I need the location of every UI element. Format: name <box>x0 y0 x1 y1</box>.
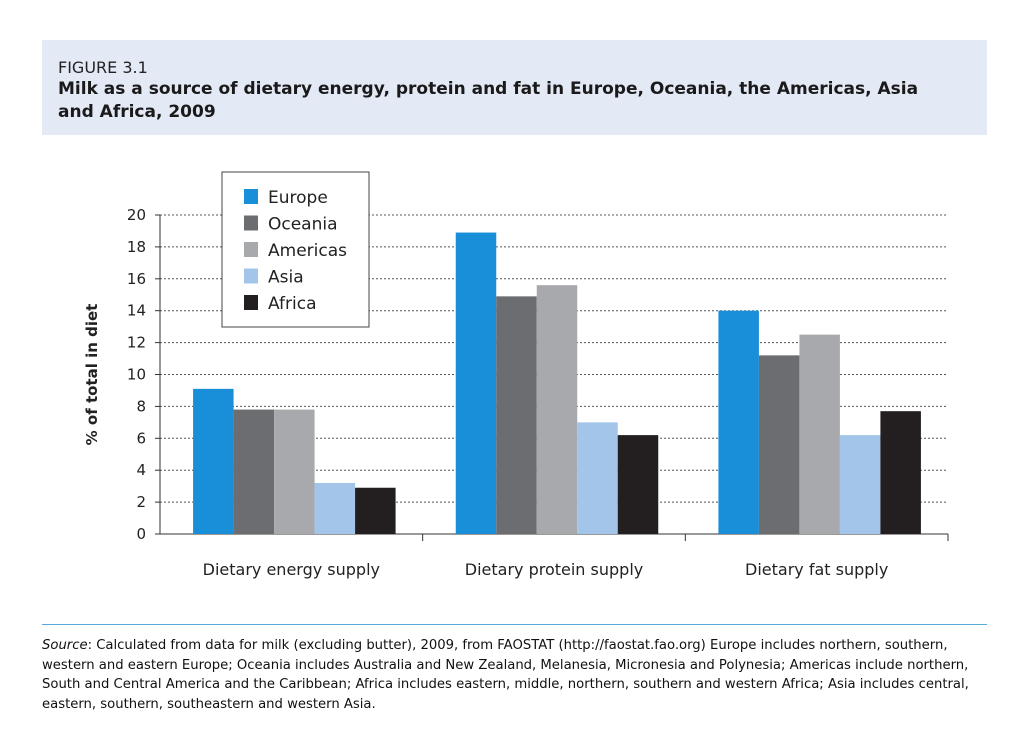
bar-chart: 0 2 4 6 8 10 12 14 16 18 20 % of total in diet Dieta… <box>83 171 949 579</box>
bar-asia <box>577 422 618 534</box>
figure-header: FIGURE 3.1 Milk as a source of dietary e… <box>42 40 987 135</box>
legend-swatch <box>244 295 258 310</box>
y-tick-label: 6 <box>136 429 146 447</box>
chart-title: Milk as a source of dietary energy, prot… <box>58 79 919 122</box>
y-tick-label: 12 <box>127 334 146 352</box>
bar-africa <box>880 411 921 534</box>
source-note: Source: Calculated from data for milk (e… <box>42 636 987 714</box>
bar-asia <box>314 482 356 534</box>
x-tick-label: Dietary fat supply <box>745 560 888 579</box>
bar-africa <box>617 435 659 534</box>
bar-europe <box>193 388 234 534</box>
y-tick-label: 4 <box>136 461 146 479</box>
bar-americas <box>536 285 578 534</box>
bar-europe <box>718 310 759 534</box>
y-tick-label: 2 <box>136 493 146 511</box>
divider <box>42 624 987 625</box>
legend-label: Americas <box>268 241 347 261</box>
y-tick-label: 10 <box>127 366 146 384</box>
source-text: : Calculated from data for milk (excludi… <box>42 638 969 712</box>
legend-label: Oceania <box>268 215 338 235</box>
bar-asia <box>839 435 881 534</box>
y-tick-label: 16 <box>127 270 146 288</box>
bar-oceania <box>233 409 275 534</box>
y-tick-label: 14 <box>127 302 146 320</box>
y-tick-label: 0 <box>136 525 146 543</box>
bar-africa <box>355 487 396 534</box>
bar-oceania <box>758 355 800 534</box>
legend-label: Africa <box>268 294 317 314</box>
bar-americas <box>274 409 315 534</box>
legend-swatch <box>244 215 258 231</box>
x-tick-label: Dietary protein supply <box>465 560 643 579</box>
y-tick-label: 8 <box>136 397 146 415</box>
bar-americas <box>799 334 840 534</box>
y-tick-label: 20 <box>127 206 146 224</box>
legend-swatch <box>244 242 258 257</box>
bar-europe <box>455 232 497 535</box>
y-axis-label: % of total in diet <box>83 304 101 446</box>
legend-label: Asia <box>268 268 304 288</box>
figure-label: FIGURE 3.1 <box>58 58 148 77</box>
y-tick-label: 18 <box>127 238 146 256</box>
bar-oceania <box>496 296 537 534</box>
source-label: Source <box>42 638 88 653</box>
legend-swatch <box>244 268 258 284</box>
legend-swatch <box>244 189 258 204</box>
x-tick-label: Dietary energy supply <box>203 560 380 579</box>
legend-label: Europe <box>268 188 328 208</box>
